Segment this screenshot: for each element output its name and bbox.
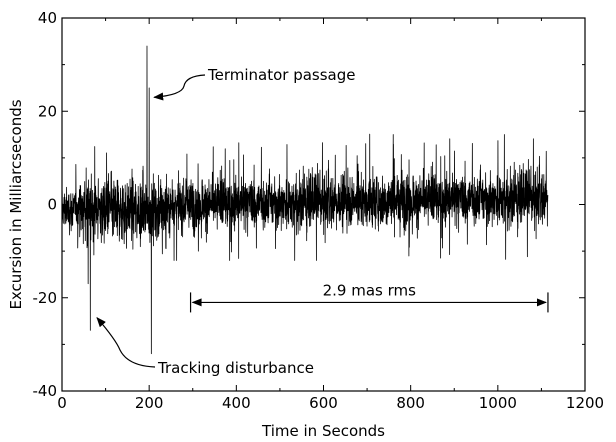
y-tick-label: 20	[38, 102, 57, 120]
x-tick-label: 1000	[479, 394, 517, 412]
rms-span-left-arrowhead	[191, 298, 202, 307]
y-axis-title: Excursion in Milliarcseconds	[7, 99, 25, 309]
annotations: Terminator passage Tracking disturbance 2.…	[96, 66, 549, 377]
axes: 0 200 400 600 800 1000 1200 -40 -20 0 20 40 Time in …	[7, 9, 604, 440]
annotation-terminator-arrow	[153, 74, 206, 101]
x-tick-label: 1200	[566, 394, 604, 412]
x-tick-label: 800	[396, 394, 425, 412]
plot-area	[61, 45, 549, 355]
data-line	[61, 45, 549, 355]
annotation-tracking: Tracking disturbance	[157, 359, 314, 377]
y-tick-label: -20	[33, 289, 58, 307]
x-tick-label: 200	[135, 394, 164, 412]
x-tick-label: 0	[57, 394, 67, 412]
annotation-rms: 2.9 mas rms	[323, 281, 417, 299]
annotation-tracking-arrow	[96, 316, 156, 368]
annotation-terminator: Terminator passage	[207, 66, 356, 84]
y-tick-label: 0	[47, 196, 57, 214]
y-tick-label: -40	[33, 382, 58, 400]
x-axis-title: Time in Seconds	[261, 422, 385, 440]
x-tick-label: 400	[222, 394, 251, 412]
y-tick-label: 40	[38, 9, 57, 27]
x-tick-label: 600	[309, 394, 338, 412]
